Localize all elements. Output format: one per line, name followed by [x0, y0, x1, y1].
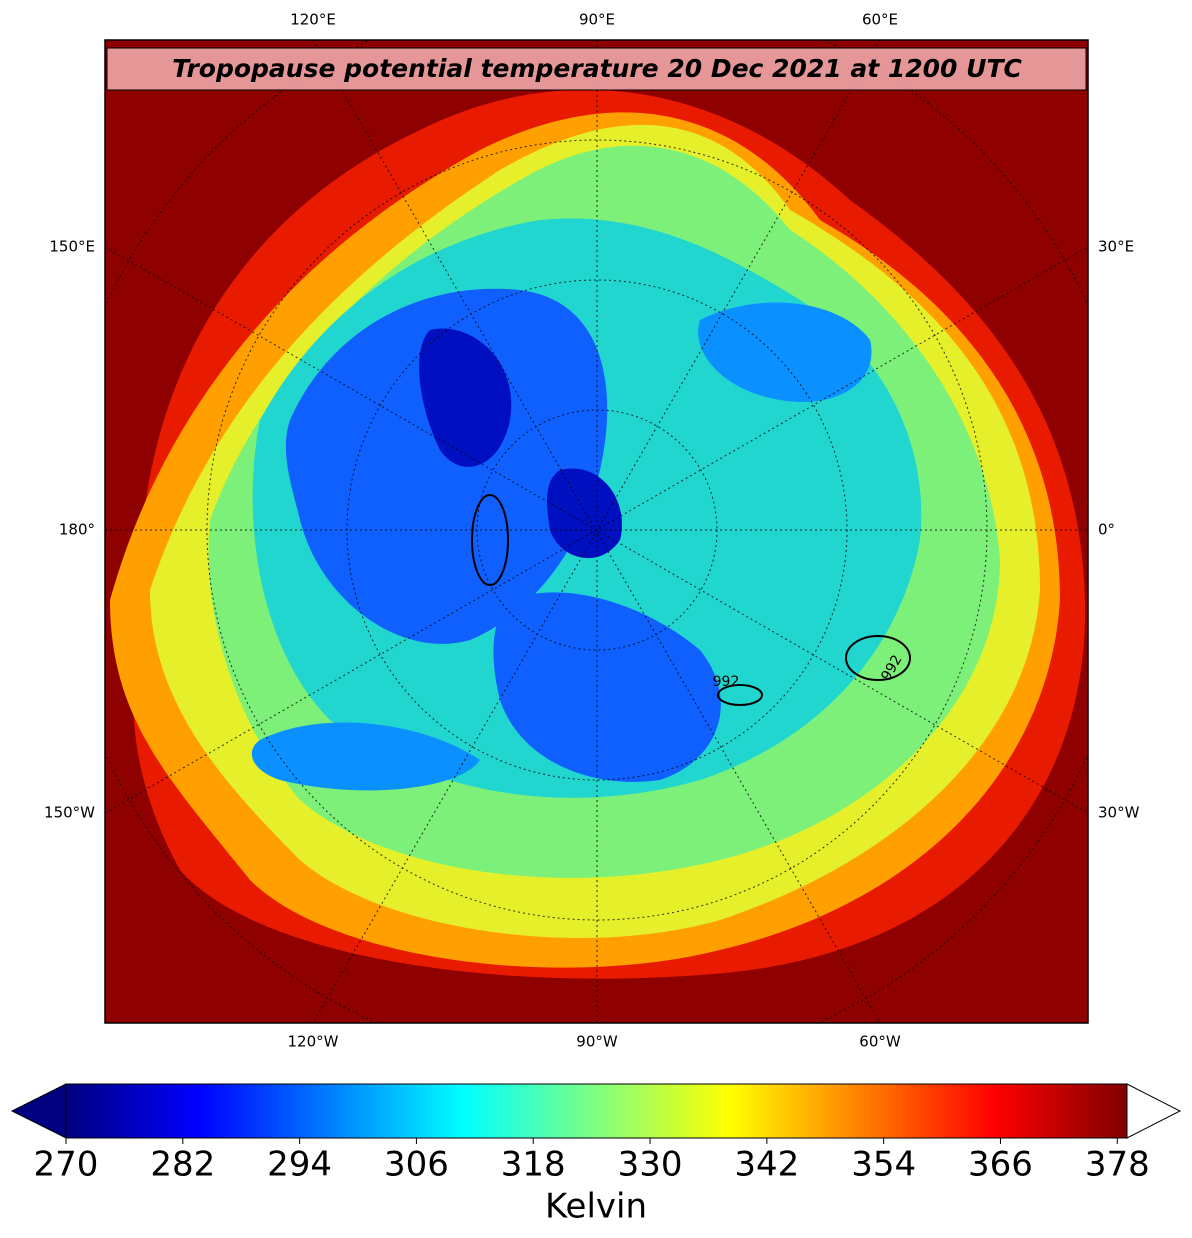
colorbar-tick-label: 342 — [734, 1145, 799, 1185]
colorbar-extend-high — [1126, 1083, 1182, 1139]
colorbar-tick-label: 330 — [618, 1145, 683, 1185]
colorbar: 270 282 294 306 318 330 342 354 366 378 Kelvin — [10, 1083, 1182, 1227]
lon-label: 120°W — [288, 1033, 339, 1051]
lon-labels: 120°E 90°E 60°E 120°W 90°W 60°W 150°E 180° 150°W… — [44, 11, 1140, 1051]
lon-label: 30°E — [1098, 238, 1134, 256]
colorbar-tick-label: 366 — [968, 1145, 1033, 1185]
map-frame — [104, 39, 1089, 1024]
lon-label: 120°E — [290, 11, 336, 29]
colorbar-tick-label: 270 — [34, 1145, 99, 1185]
lon-label: 30°W — [1098, 804, 1140, 822]
lon-label: 90°E — [579, 11, 615, 29]
lon-label: 90°W — [576, 1033, 618, 1051]
colorbar-tick-label: 306 — [384, 1145, 449, 1185]
lon-label: 150°E — [49, 238, 95, 256]
lon-label: 150°W — [44, 804, 95, 822]
colorbar-tick-label: 282 — [150, 1145, 215, 1185]
title-box — [106, 47, 1087, 91]
colorbar-label: Kelvin — [545, 1187, 647, 1227]
lon-label: 0° — [1098, 521, 1115, 539]
colorbar-tick-label: 294 — [267, 1145, 332, 1185]
colorbar-tick-label: 378 — [1085, 1145, 1150, 1185]
lon-label: 60°E — [862, 11, 898, 29]
lon-label: 180° — [59, 521, 95, 539]
contour-label: 992 — [713, 674, 740, 690]
colorbar-tick-label: 354 — [851, 1145, 916, 1185]
map-title: Tropopause potential temperature 20 Dec … — [172, 54, 1022, 83]
colorbar-tick-label: 318 — [501, 1145, 566, 1185]
colorbar-bar — [65, 1083, 1128, 1139]
map-field — [105, 40, 1088, 1023]
colorbar-extend-low — [10, 1083, 67, 1139]
lon-label: 60°W — [859, 1033, 901, 1051]
